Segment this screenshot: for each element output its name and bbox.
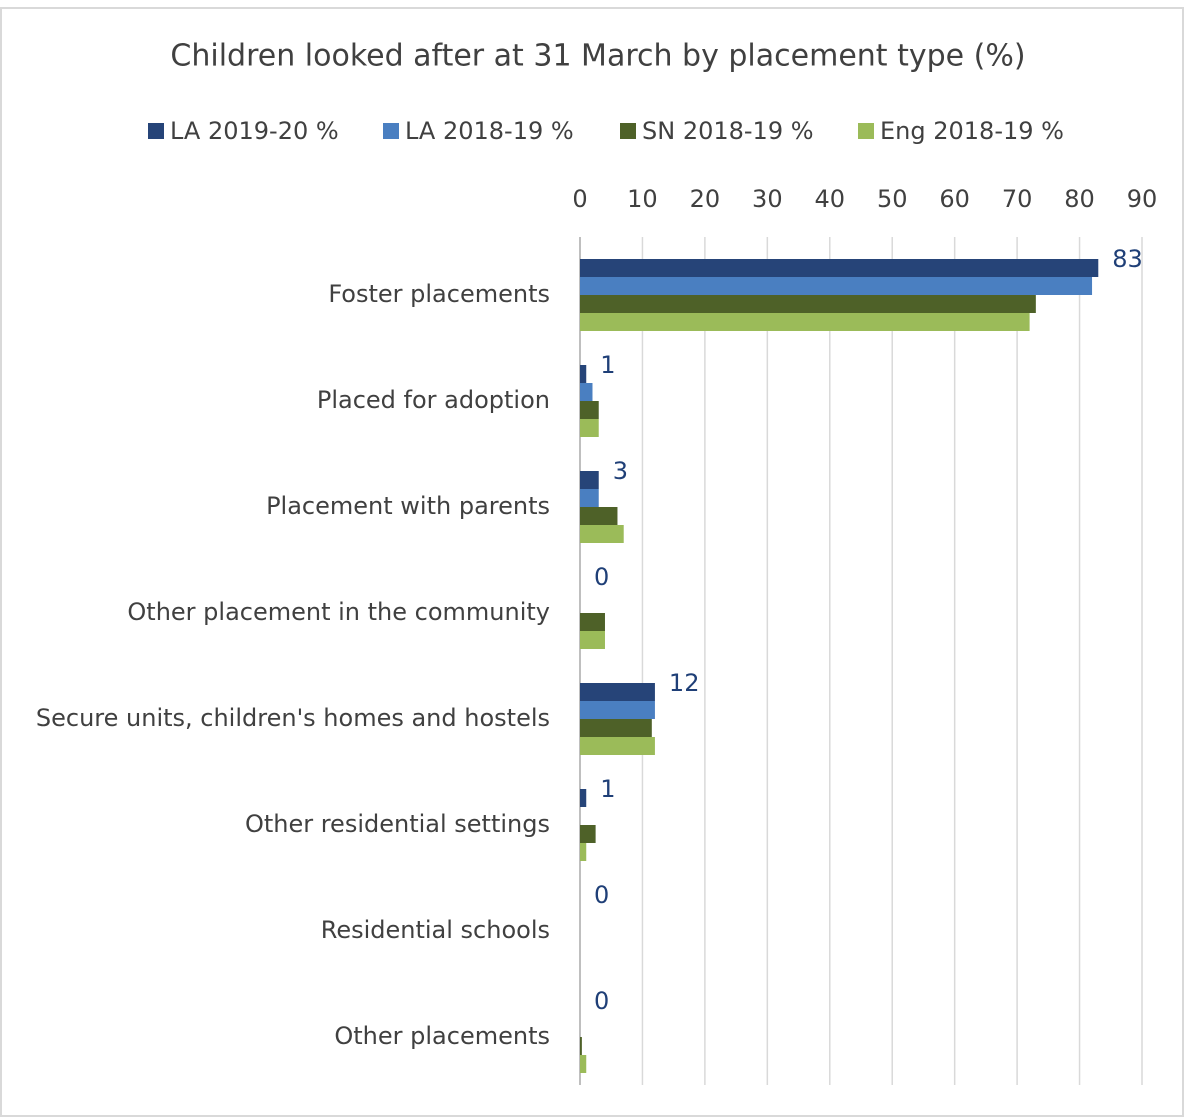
bar [580,613,605,631]
x-tick-label: 40 [815,185,846,213]
data-label: 83 [1112,245,1143,273]
x-tick-label: 50 [877,185,908,213]
y-tick-label: Foster placements [328,280,550,308]
y-tick-label: Secure units, children's homes and hoste… [36,704,550,732]
chart-title: Children looked after at 31 March by pla… [170,39,1025,74]
y-tick-label: Other residential settings [245,810,550,838]
data-label: 3 [613,457,628,485]
legend-swatch [148,123,164,139]
data-label: 0 [594,881,609,909]
bar [580,631,605,649]
legend-label: LA 2019-20 % [170,117,339,145]
x-tick-label: 0 [572,185,587,213]
x-tick-label: 60 [939,185,970,213]
bar [580,701,655,719]
y-tick-label: Residential schools [321,916,550,944]
x-tick-label: 90 [1127,185,1158,213]
bar [580,737,655,755]
bar [580,471,599,489]
chart-border [0,7,1184,1117]
y-tick-label: Other placement in the community [127,598,550,626]
bar [580,507,618,525]
bar [580,843,587,861]
legend-swatch [858,123,874,139]
bar [580,489,599,507]
bar [580,683,655,701]
x-tick-label: 30 [752,185,783,213]
legend-label: LA 2018-19 % [405,117,574,145]
bar [580,295,1036,313]
bar [580,383,593,401]
data-label: 1 [600,775,615,803]
bar [580,1055,587,1073]
bar [580,259,1099,277]
data-label: 1 [600,351,615,379]
x-tick-label: 70 [1002,185,1033,213]
bar [580,525,624,543]
bar [580,1037,582,1055]
legend-swatch [383,123,399,139]
legend-label: Eng 2018-19 % [880,117,1064,145]
legend-label: SN 2018-19 % [642,117,814,145]
y-tick-label: Other placements [334,1022,550,1050]
data-label: 12 [669,669,700,697]
y-tick-label: Placed for adoption [317,386,550,414]
data-label: 0 [594,987,609,1015]
data-label: 0 [594,563,609,591]
bar [580,719,652,737]
bar [580,825,596,843]
x-tick-label: 20 [690,185,721,213]
x-tick-label: 10 [627,185,658,213]
bar [580,313,1030,331]
bar [580,401,599,419]
bar [580,365,587,383]
bar [580,277,1093,295]
legend-swatch [620,123,636,139]
y-tick-label: Placement with parents [266,492,550,520]
bar [580,419,599,437]
bar [580,789,587,807]
x-tick-label: 80 [1064,185,1095,213]
